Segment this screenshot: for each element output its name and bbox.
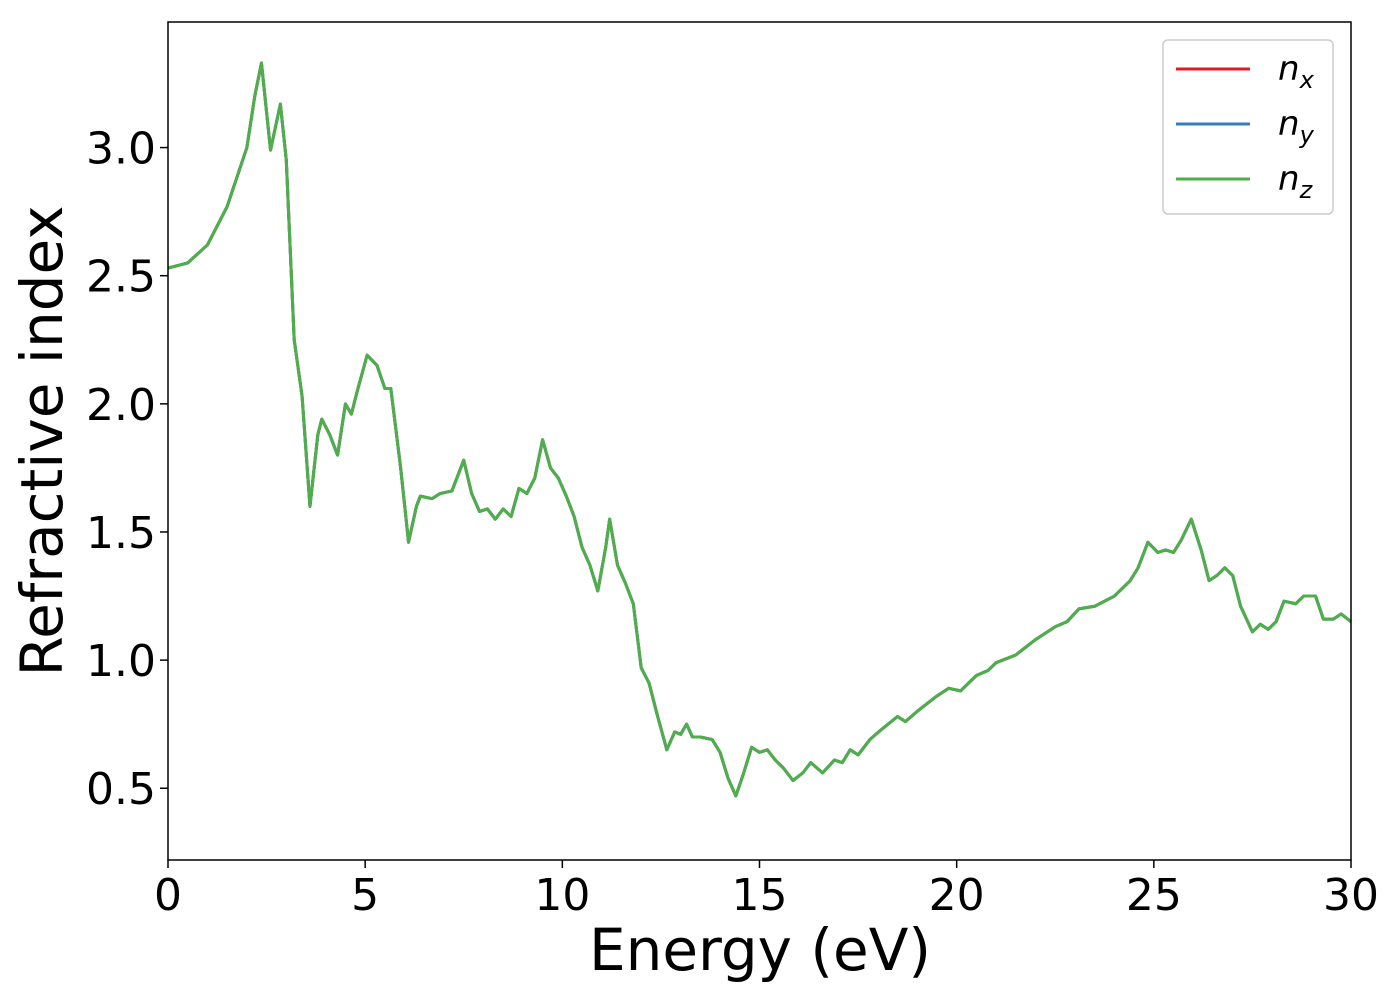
x-tick-label: 10	[534, 870, 590, 921]
y-tick-label: 1.5	[86, 508, 156, 559]
data-line	[167, 61, 1352, 798]
y-tick-label: 2.5	[86, 252, 156, 303]
y-tick-label: 0.5	[86, 764, 156, 815]
legend-label: nz	[1278, 159, 1314, 204]
plot-frame	[167, 21, 1352, 861]
x-tick-label: 25	[1126, 870, 1182, 921]
legend-label: ny	[1278, 104, 1315, 149]
x-axis-label: Energy (eV)	[589, 916, 931, 984]
y-tick-label: 3.0	[86, 124, 156, 175]
x-tick-label: 20	[929, 870, 985, 921]
legend-box	[1162, 39, 1334, 215]
legend: nx ny nz	[1162, 39, 1334, 215]
x-tick-label: 15	[732, 870, 788, 921]
x-tick-label: 0	[154, 870, 182, 921]
x-tick-label: 30	[1323, 870, 1379, 921]
y-tick-label: 1.0	[86, 636, 156, 687]
y-tick-label: 2.0	[86, 380, 156, 431]
x-tick-label: 5	[351, 870, 379, 921]
legend-label: nx	[1278, 49, 1315, 94]
y-axis-label: Refractive index	[8, 205, 76, 676]
